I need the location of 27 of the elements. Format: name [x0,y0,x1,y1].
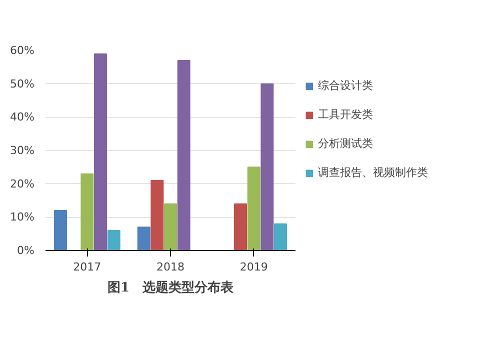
bar [177,60,190,250]
bar [94,53,107,250]
bar [234,203,247,250]
x-tick-label: 2018 [156,260,185,274]
bar [54,210,67,250]
x-tick-label: 2019 [240,260,268,274]
bar [150,180,164,250]
caption: 图1 选题类型分布表 [107,280,235,296]
bar [80,173,94,250]
y-tick-label: 10% [10,210,35,224]
x-tick-label: 2017 [73,260,102,274]
legend-label: 工具开发类 [318,107,373,122]
y-tick-label: 40% [10,110,35,124]
legend-label: 调查报告、视频制作类 [318,165,428,180]
legend-label: 分析测试类 [318,136,373,151]
bar [137,226,150,250]
bar [164,203,177,250]
y-tick-label: 60% [10,44,35,57]
legend-label: 综合设计类 [318,78,373,93]
bar [107,230,120,250]
y-tick-label: 0% [17,244,34,257]
bar [274,223,287,250]
y-tick-label: 20% [10,177,35,190]
y-tick-label: 30% [10,144,35,157]
bar [260,83,274,250]
bar [247,166,260,250]
y-tick-label: 50% [10,77,35,90]
